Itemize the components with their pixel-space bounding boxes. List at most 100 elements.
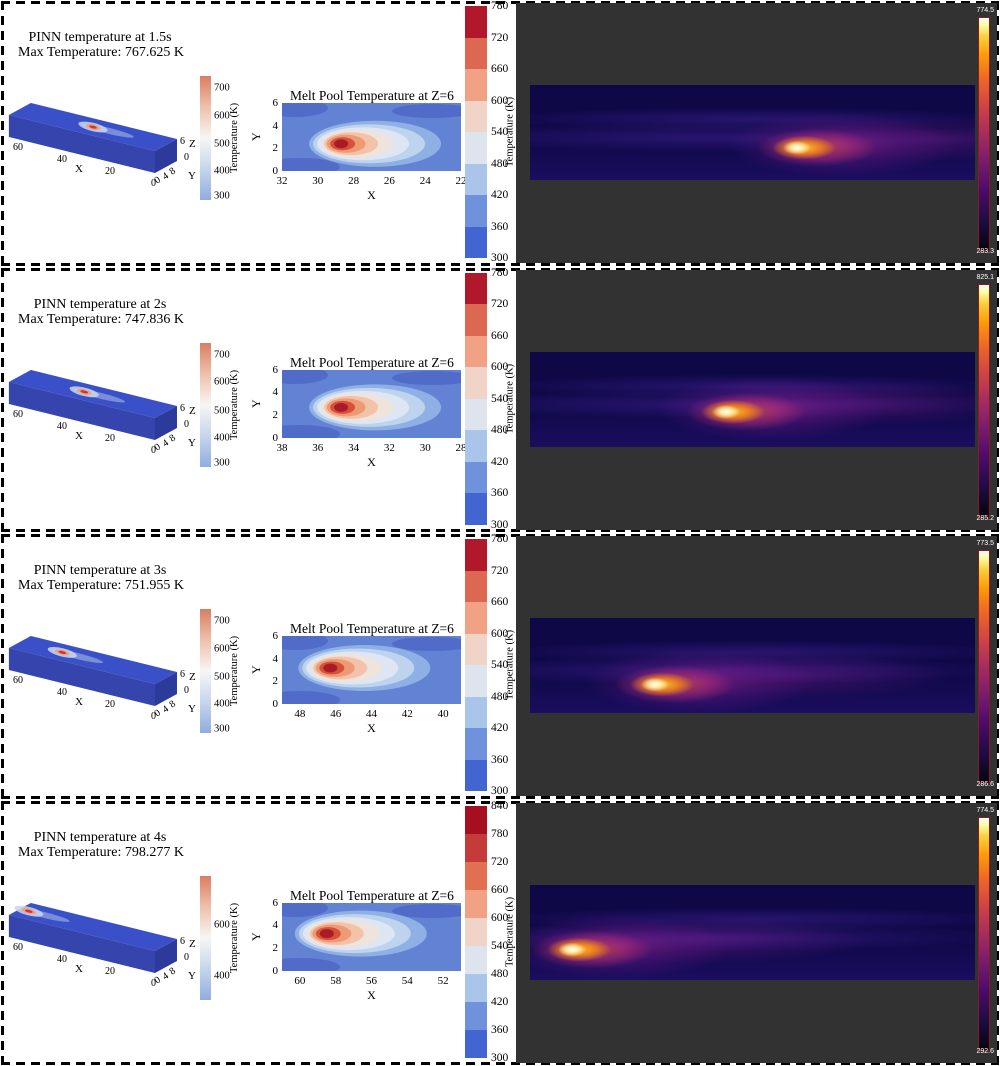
svg-text:8: 8 [168, 965, 178, 977]
pinn-hotspot [78, 121, 134, 138]
colorbar-band [465, 917, 487, 946]
svg-text:0: 0 [184, 685, 189, 696]
tick-label: 2 [272, 408, 279, 421]
ir-camera-panel: 773.5 286.6 [516, 536, 997, 796]
pinn-max-temperature: Max Temperature: 747.836 K [18, 311, 184, 327]
pinn-title: PINN temperature at 3s [33, 563, 167, 578]
y-axis-label: Y [188, 970, 196, 982]
melt-pool-x-label: X [367, 188, 376, 202]
bar-right-face [155, 938, 177, 973]
colorbar-band [465, 163, 487, 195]
tick-label: 660 [491, 329, 509, 342]
colorbar-band [465, 335, 487, 367]
ir-colorbar-min: 283.3 [976, 248, 994, 255]
colorbar-band [465, 272, 487, 304]
pinn-colorbar [200, 609, 211, 733]
melt-pool-x-ticks: 32 30 28 26 24 22 [277, 175, 467, 187]
ir-thermal-image [530, 618, 975, 713]
tick-label: 480 [491, 690, 509, 703]
svg-text:40: 40 [57, 154, 67, 165]
bar-right-face [155, 405, 177, 440]
melt-pool-title: Melt Pool Temperature at Z=6 [290, 88, 454, 103]
colorbar-band [465, 1029, 487, 1058]
tick-label: 0 [272, 698, 279, 710]
contour-cold-patch [392, 903, 461, 918]
tick-label: 720 [491, 564, 509, 577]
tick-label: 420 [491, 455, 509, 468]
svg-text:0: 0 [184, 952, 189, 963]
tick-label: 48 [294, 708, 306, 720]
tick-label: 4 [272, 119, 279, 132]
tick-label: 42 [401, 708, 413, 720]
svg-text:0: 0 [151, 711, 156, 722]
svg-text:0: 0 [153, 974, 163, 986]
contour-cold-patch [282, 957, 340, 971]
svg-text:0: 0 [153, 708, 163, 720]
contour-cold-patch [282, 158, 340, 171]
tick-label: 0 [272, 431, 279, 444]
svg-text:8: 8 [168, 166, 178, 178]
tick-label: 60 [294, 974, 306, 987]
svg-text:40: 40 [57, 687, 67, 698]
melt-pool-y-ticks: 6 4 2 0 [264, 97, 279, 177]
tick-label: 32 [383, 441, 395, 454]
pinn-title: PINN temperature at 1.5s [28, 30, 172, 45]
contour-cold-patch [392, 104, 461, 118]
pinn-colorbar-label: Temperature (K) [229, 902, 240, 973]
svg-text:60: 60 [13, 675, 23, 686]
x-axis-label: X [75, 163, 83, 175]
pinn-colorbar [200, 875, 211, 1000]
svg-text:20: 20 [105, 433, 115, 444]
colorbar-band [465, 945, 487, 974]
contour-cold-patch [392, 637, 461, 651]
tick-label: 300 [214, 723, 230, 735]
melt-pool-blob [309, 120, 442, 167]
pinn-3d-plot: 60 40 X 20 0 6 Z 0 0 4 8 Y [8, 369, 196, 456]
pinn-hotspot [47, 646, 104, 664]
tick-label: 600 [491, 361, 509, 373]
pinn-colorbar-ticks: 600 400 [214, 876, 246, 1000]
tick-label: 500 [214, 138, 230, 150]
bar-front-face [9, 914, 155, 973]
melt-pool-colorbar-label: Temperature (K) [504, 96, 516, 168]
contour-cold-patch [282, 691, 340, 704]
colorbar-band [465, 696, 487, 728]
melt-pool-contour-plot [282, 636, 461, 704]
pinn-3d-axes: 60 40 X 20 0 6 Z 0 0 4 8 Y [13, 936, 196, 989]
ir-colorbar [978, 550, 990, 784]
y-axis-label: Y [188, 437, 196, 449]
tick-label: 24 [419, 175, 431, 187]
figure-row: PINN temperature at 1.5s Max Temperature… [0, 0, 1000, 267]
colorbar-band [465, 633, 487, 665]
melt-pool-colorbar-ticks: 780 720 660 600 540 480 420 360 300 [491, 0, 521, 264]
colorbar-band [465, 37, 487, 69]
ir-thermal-image [530, 351, 975, 447]
tick-label: 28 [455, 441, 467, 454]
z-axis-label: Z [189, 671, 196, 683]
tick-label: 28 [348, 175, 360, 187]
x-axis-label: X [75, 430, 83, 442]
contour-ring [319, 928, 334, 938]
x-axis-label: X [75, 696, 83, 708]
tick-label: 0 [272, 964, 279, 977]
tick-label: 420 [491, 722, 509, 734]
pinn-colorbar-ticks: 700 600 500 400 300 [214, 343, 246, 468]
tick-label: 600 [491, 627, 509, 640]
melt-pool-y-ticks: 6 4 2 0 [264, 630, 279, 710]
tick-label: 22 [455, 175, 467, 187]
tick-label: 6 [272, 97, 279, 109]
colorbar-band [465, 861, 487, 890]
svg-text:0: 0 [184, 152, 189, 163]
contour-cold-patch [282, 902, 328, 917]
melt-pool-colorbar [465, 6, 487, 258]
pinn-3d-axes: 60 40 X 20 0 6 Z 0 0 4 8 Y [13, 669, 196, 722]
contour-cold-patch [282, 103, 328, 117]
melt-pool-contour-plot [282, 103, 461, 171]
melt-pool-contour-plot [282, 369, 461, 438]
colorbar-band [465, 973, 487, 1002]
pinn-hotspot [14, 905, 70, 922]
melt-pool-colorbar-ticks: 840 780 720 660 600 540 480 420 360 300 [491, 800, 521, 1064]
svg-text:60: 60 [13, 942, 23, 953]
colorbar-band [465, 493, 487, 525]
